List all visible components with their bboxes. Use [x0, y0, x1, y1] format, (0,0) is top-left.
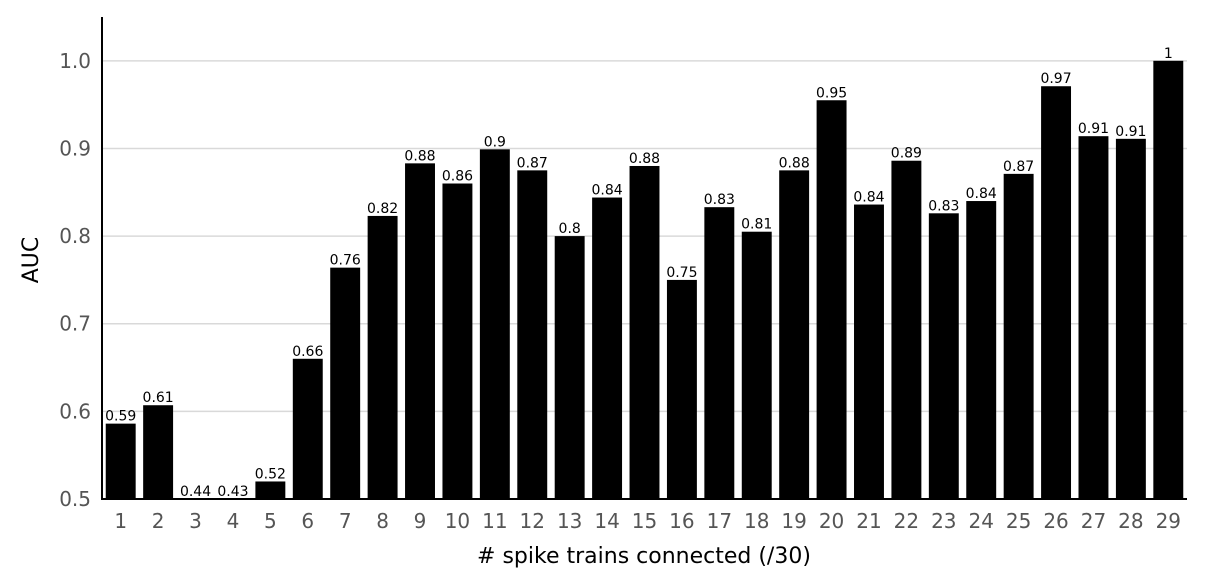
bar: [891, 160, 922, 499]
x-tick-label: 6: [301, 509, 314, 533]
data-label: 0.95: [816, 85, 847, 101]
bar: [592, 197, 623, 499]
x-tick-label: 14: [594, 509, 619, 533]
data-label: 0.91: [1115, 124, 1146, 140]
x-tick-label: 12: [520, 509, 545, 533]
x-tick-label: 4: [227, 509, 240, 533]
data-label: 0.81: [741, 217, 772, 233]
x-tick-label: 22: [894, 509, 919, 533]
x-tick-label: 25: [1006, 509, 1031, 533]
bar: [517, 170, 548, 499]
x-tick-label: 19: [781, 509, 806, 533]
x-tick-label: 7: [339, 509, 352, 533]
x-tick-label: 16: [669, 509, 694, 533]
data-label: 0.83: [928, 198, 959, 214]
x-tick-label: 15: [632, 509, 657, 533]
data-label: 1: [1164, 46, 1173, 62]
data-label: 0.84: [966, 186, 997, 202]
bar: [292, 358, 323, 499]
data-label: 0.87: [1003, 159, 1034, 175]
data-label: 0.52: [255, 466, 286, 482]
x-tick-label: 5: [264, 509, 277, 533]
bar: [330, 267, 361, 499]
bar: [1003, 173, 1034, 500]
data-label: 0.89: [891, 146, 922, 162]
y-tick-labels: 0.5 0.6 0.7 0.8 0.9 1.0: [59, 49, 91, 511]
data-label: 0.83: [704, 192, 735, 208]
x-tick-label: 8: [376, 509, 389, 533]
axes: [101, 17, 1187, 500]
x-tick-label: 23: [931, 509, 956, 533]
x-tick-label: 18: [744, 509, 769, 533]
data-label: 0.75: [666, 265, 697, 281]
data-label: 0.59: [105, 409, 136, 425]
data-label: 0.88: [404, 148, 435, 164]
x-tick-label: 11: [482, 509, 507, 533]
x-tick-label: 1: [114, 509, 127, 533]
data-label: 0.44: [180, 484, 211, 500]
data-label: 0.84: [853, 190, 884, 206]
bar: [966, 201, 997, 499]
bar: [666, 279, 697, 499]
data-label: 0.61: [143, 390, 174, 406]
y-tick-label: 0.7: [59, 312, 91, 336]
data-label: 0.88: [629, 151, 660, 167]
x-tick-label: 29: [1156, 509, 1181, 533]
data-label: 0.87: [517, 155, 548, 171]
bar: [405, 163, 435, 499]
y-tick-label: 0.6: [59, 399, 91, 423]
bar: [105, 423, 136, 499]
bar: [442, 183, 473, 499]
bar: [1041, 86, 1072, 499]
bar: [1078, 136, 1109, 499]
bar: [854, 204, 884, 500]
bar: [367, 215, 398, 499]
data-label: 0.88: [779, 155, 810, 171]
y-tick-label: 0.5: [59, 487, 91, 511]
x-axis-title: # spike trains connected (/30): [477, 544, 811, 569]
x-tick-label: 3: [189, 509, 202, 533]
x-tick-label: 13: [557, 509, 582, 533]
x-tick-label: 21: [856, 509, 881, 533]
bars: [105, 60, 1184, 500]
data-label: 0.84: [592, 183, 623, 199]
x-tick-label: 28: [1118, 509, 1143, 533]
data-label: 0.8: [559, 221, 581, 237]
x-tick-label: 27: [1081, 509, 1106, 533]
data-label: 0.9: [484, 134, 506, 150]
bar: [629, 165, 660, 499]
y-tick-label: 0.9: [59, 136, 91, 160]
bar: [704, 207, 735, 500]
data-label: 0.43: [217, 484, 248, 500]
x-tick-label: 2: [152, 509, 165, 533]
x-tick-label: 17: [707, 509, 732, 533]
data-label: 0.86: [442, 169, 473, 185]
data-label: 0.97: [1040, 71, 1071, 87]
bar: [255, 481, 286, 499]
bar: [816, 100, 847, 499]
bar: [741, 231, 772, 499]
x-tick-label: 10: [445, 509, 470, 533]
bar: [1115, 138, 1146, 499]
data-label: 0.82: [367, 201, 398, 217]
bar: [779, 170, 810, 499]
bar: [928, 213, 959, 499]
y-tick-label: 0.8: [59, 224, 91, 248]
data-label: 0.66: [292, 344, 323, 360]
y-tick-label: 1.0: [59, 49, 91, 73]
y-axis-title: AUC: [19, 237, 44, 284]
data-label: 0.76: [330, 253, 361, 269]
x-tick-labels: 1 2 3 4 5 6 7 8 9 10 11 12 13 14 15 16 17 18 19 20 21 22 23 24 2…: [114, 509, 1181, 533]
bar: [1153, 60, 1184, 500]
data-labels: 0.59 0.61 0.44 0.43 0.52 0.66 0.76 0.82 0.88 0.86…: [105, 46, 1173, 500]
data-label: 0.91: [1078, 121, 1109, 137]
bar: [479, 149, 510, 499]
bar: [143, 405, 174, 499]
x-tick-label: 20: [819, 509, 844, 533]
bar: [554, 236, 585, 499]
x-tick-label: 24: [968, 509, 993, 533]
x-tick-label: 26: [1043, 509, 1068, 533]
x-tick-label: 9: [414, 509, 427, 533]
